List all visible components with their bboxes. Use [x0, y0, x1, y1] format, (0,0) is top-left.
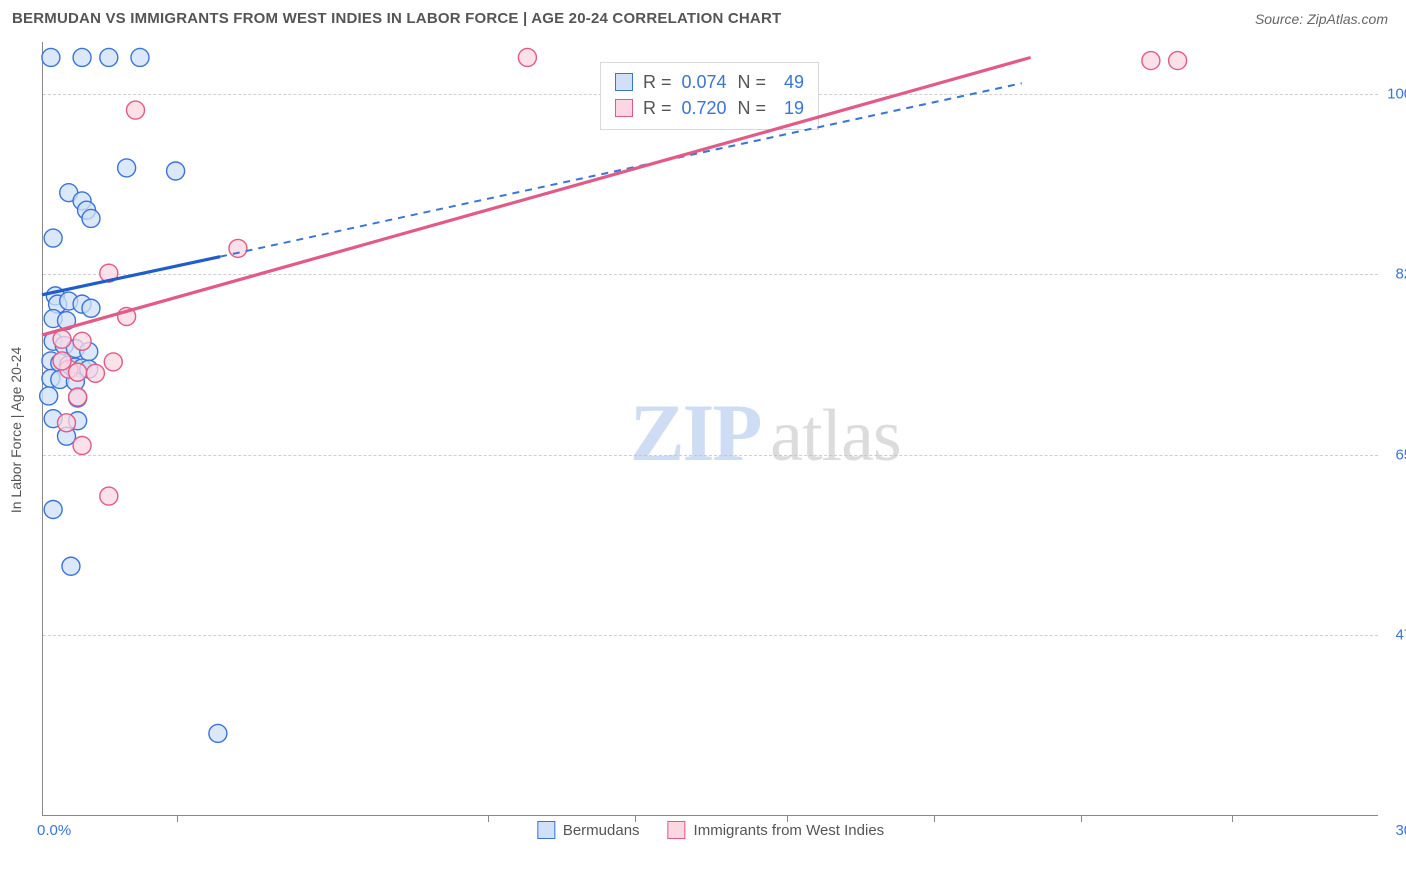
- scatter-point: [167, 162, 185, 180]
- y-axis-tick-label: 82.5%: [1383, 266, 1406, 283]
- svg-text:atlas: atlas: [770, 395, 901, 477]
- legend-swatch: [668, 821, 686, 839]
- y-axis-tick-label: 100.0%: [1383, 85, 1406, 102]
- x-axis-tick: [934, 815, 935, 822]
- legend: Bermudans Immigrants from West Indies: [537, 821, 884, 839]
- scatter-point: [53, 352, 71, 370]
- legend-swatch: [537, 821, 555, 839]
- x-axis-tick: [1081, 815, 1082, 822]
- scatter-point: [518, 48, 536, 66]
- scatter-point: [209, 724, 227, 742]
- legend-label: Bermudans: [563, 822, 640, 839]
- x-axis-label-min: 0.0%: [37, 822, 71, 839]
- scatter-point: [100, 487, 118, 505]
- scatter-point: [73, 437, 91, 455]
- legend-label: Immigrants from West Indies: [694, 822, 885, 839]
- scatter-point: [69, 363, 87, 381]
- scatter-point: [73, 332, 91, 350]
- scatter-point: [127, 101, 145, 119]
- scatter-point: [57, 414, 75, 432]
- scatter-point: [42, 48, 60, 66]
- scatter-point: [100, 48, 118, 66]
- source-credit: Source: ZipAtlas.com: [1255, 11, 1388, 27]
- trend-line-dashed: [220, 83, 1022, 256]
- y-axis-label: In Labor Force | Age 20-24: [8, 347, 24, 513]
- scatter-point: [44, 500, 62, 518]
- x-axis-tick: [488, 815, 489, 822]
- x-axis-label-max: 30.0%: [1395, 822, 1406, 839]
- scatter-point: [73, 48, 91, 66]
- y-axis-tick-label: 65.0%: [1383, 446, 1406, 463]
- trend-line: [42, 57, 1031, 335]
- legend-item: Bermudans: [537, 821, 640, 839]
- scatter-point: [1142, 52, 1160, 70]
- svg-text:ZIP: ZIP: [630, 387, 761, 478]
- page-title: BERMUDAN VS IMMIGRANTS FROM WEST INDIES …: [12, 10, 781, 27]
- scatter-point: [40, 387, 58, 405]
- y-axis-tick-label: 47.5%: [1383, 627, 1406, 644]
- scatter-point: [44, 229, 62, 247]
- scatter-point: [131, 48, 149, 66]
- scatter-point: [86, 364, 104, 382]
- legend-item: Immigrants from West Indies: [668, 821, 885, 839]
- scatter-point: [104, 353, 122, 371]
- scatter-plot-svg: ZIPatlas: [42, 42, 1378, 816]
- x-axis-tick: [1232, 815, 1233, 822]
- scatter-point: [1169, 52, 1187, 70]
- scatter-point: [118, 159, 136, 177]
- scatter-point: [62, 557, 80, 575]
- scatter-point: [82, 209, 100, 227]
- x-axis-tick: [177, 815, 178, 822]
- scatter-point: [69, 388, 87, 406]
- scatter-point: [229, 239, 247, 257]
- scatter-point: [82, 299, 100, 317]
- trend-line: [42, 257, 220, 295]
- scatter-point: [53, 330, 71, 348]
